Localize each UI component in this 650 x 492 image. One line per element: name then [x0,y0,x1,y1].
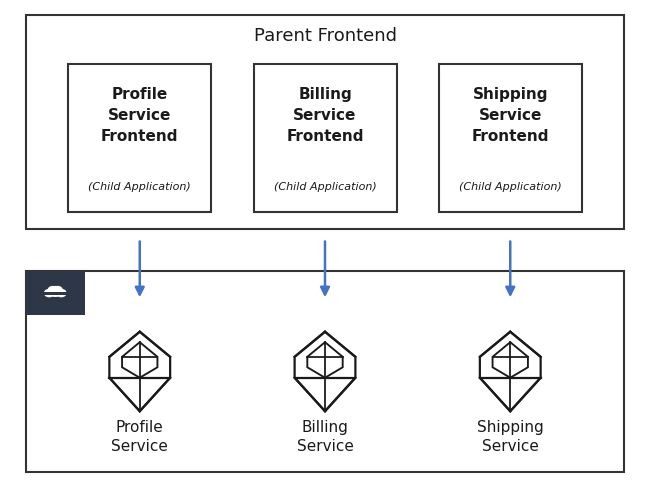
Bar [68,64,211,212]
Circle shape [44,289,54,297]
Polygon shape [294,332,356,411]
Circle shape [49,286,62,296]
Bar [439,64,582,212]
Text: (Child Application): (Child Application) [459,182,562,192]
Text: Shipping
Service
Frontend: Shipping Service Frontend [471,87,549,144]
Polygon shape [109,332,170,411]
Text: Billing
Service: Billing Service [296,420,354,454]
Bar [44,292,67,295]
Text: (Child Application): (Child Application) [274,182,376,192]
Bar [26,271,624,472]
Text: Profile
Service: Profile Service [111,420,168,454]
Circle shape [53,286,62,293]
Text: Profile
Service
Frontend: Profile Service Frontend [101,87,179,144]
Bar [26,271,84,315]
Circle shape [48,286,57,293]
Text: Parent Frontend: Parent Frontend [254,27,396,45]
Text: Billing
Service
Frontend: Billing Service Frontend [286,87,364,144]
Bar [254,64,396,212]
Text: (Child Application): (Child Application) [88,182,191,192]
Text: Shipping
Service: Shipping Service [477,420,543,454]
Polygon shape [480,332,541,411]
Circle shape [57,289,66,297]
Bar [26,15,624,229]
